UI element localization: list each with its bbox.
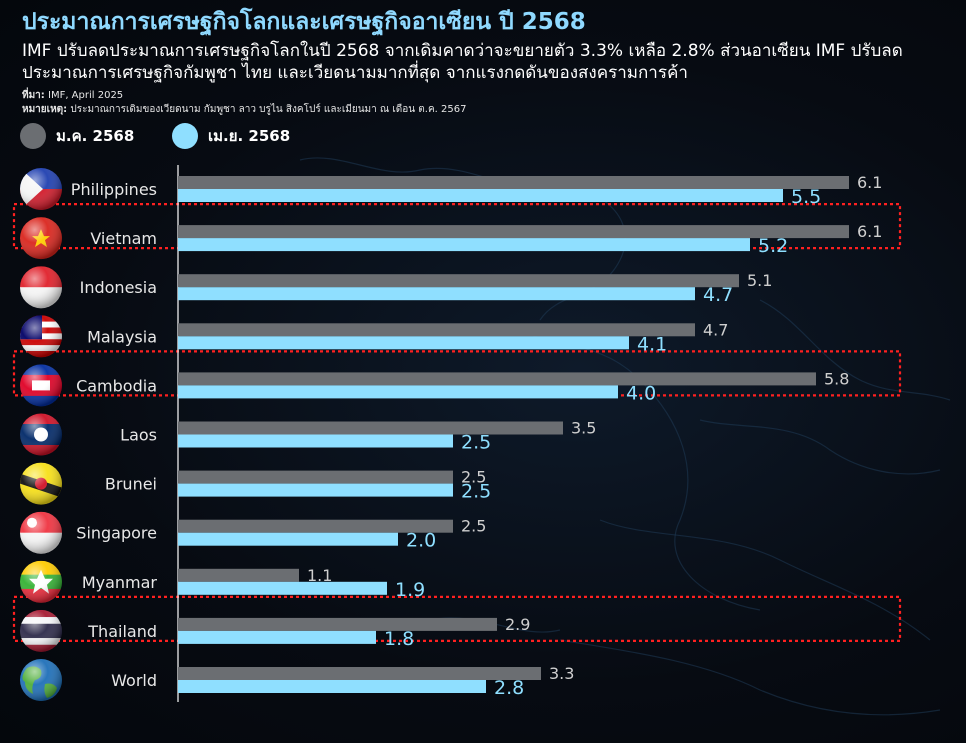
value-label-apr-brunei: 2.5 bbox=[461, 481, 491, 503]
value-label-apr-indonesia: 4.7 bbox=[703, 284, 733, 306]
bar-jan-cambodia bbox=[178, 372, 816, 386]
flag-philippines-icon bbox=[20, 168, 62, 210]
value-label-apr-vietnam: 5.2 bbox=[758, 235, 788, 257]
flag-world-icon bbox=[20, 659, 62, 701]
note-label: หมายเหตุ: bbox=[22, 104, 68, 115]
bar-jan-indonesia bbox=[178, 274, 739, 288]
value-label-apr-thailand: 1.8 bbox=[384, 628, 414, 650]
category-label-brunei: Brunei bbox=[105, 475, 157, 494]
value-label-apr-singapore: 2.0 bbox=[406, 530, 436, 552]
flag-singapore-icon bbox=[20, 511, 62, 554]
category-label-singapore: Singapore bbox=[76, 524, 157, 543]
flag-laos-icon bbox=[20, 413, 62, 456]
flag-thailand-icon bbox=[20, 609, 62, 652]
source-line: ที่มา: IMF, April 2025 bbox=[22, 88, 123, 103]
legend-label-jan: ม.ค. 2568 bbox=[56, 127, 135, 145]
bar-apr-philippines bbox=[178, 189, 783, 202]
bar-jan-world bbox=[178, 667, 541, 680]
value-label-jan-brunei: 2.5 bbox=[461, 468, 486, 487]
value-label-apr-world: 2.8 bbox=[494, 677, 524, 699]
category-label-cambodia: Cambodia bbox=[76, 376, 157, 395]
flag-brunei-icon bbox=[20, 462, 62, 505]
bar-apr-world bbox=[178, 680, 486, 693]
flag-vietnam-icon bbox=[20, 217, 62, 260]
value-label-jan-singapore: 2.5 bbox=[461, 517, 486, 536]
note-line: หมายเหตุ: ประมาณการเดิมของเวียดนาม กัมพู… bbox=[22, 102, 466, 117]
highlight-box-thailand bbox=[12, 595, 902, 643]
category-label-laos: Laos bbox=[120, 426, 157, 445]
bar-apr-cambodia bbox=[178, 385, 618, 399]
legend-item-apr: เม.ย. 2568 bbox=[172, 122, 290, 150]
category-label-malaysia: Malaysia bbox=[87, 327, 157, 346]
bar-jan-laos bbox=[178, 421, 563, 435]
category-label-myanmar: Myanmar bbox=[82, 573, 158, 592]
category-label-thailand: Thailand bbox=[87, 622, 157, 641]
category-label-philippines: Philippines bbox=[71, 180, 157, 199]
bar-jan-myanmar bbox=[178, 568, 299, 582]
value-label-apr-cambodia: 4.0 bbox=[626, 382, 656, 404]
note-text: ประมาณการเดิมของเวียดนาม กัมพูชา ลาว บรู… bbox=[70, 104, 467, 115]
bar-jan-brunei bbox=[178, 470, 453, 484]
flag-cambodia-icon bbox=[20, 364, 62, 407]
legend-swatch-apr bbox=[172, 123, 198, 149]
value-label-apr-philippines: 5.5 bbox=[791, 186, 821, 208]
value-label-jan-philippines: 6.1 bbox=[857, 173, 882, 192]
bar-apr-indonesia bbox=[178, 287, 695, 301]
value-label-jan-indonesia: 5.1 bbox=[747, 271, 772, 290]
bar-apr-malaysia bbox=[178, 336, 629, 350]
value-label-jan-laos: 3.5 bbox=[571, 419, 596, 438]
value-label-jan-world: 3.3 bbox=[549, 664, 574, 683]
source-label: ที่มา: bbox=[22, 90, 45, 101]
highlight-box-cambodia bbox=[12, 350, 902, 397]
bar-jan-singapore bbox=[178, 519, 453, 533]
value-label-jan-vietnam: 6.1 bbox=[857, 222, 882, 241]
category-label-indonesia: Indonesia bbox=[80, 278, 157, 297]
bar-apr-myanmar bbox=[178, 581, 387, 595]
source-text: IMF, April 2025 bbox=[48, 90, 124, 101]
bar-jan-philippines bbox=[178, 176, 849, 189]
value-label-apr-malaysia: 4.1 bbox=[637, 333, 667, 355]
bar-jan-vietnam bbox=[178, 225, 849, 239]
bar-jan-thailand bbox=[178, 617, 497, 631]
value-label-apr-myanmar: 1.9 bbox=[395, 579, 425, 601]
highlight-box-vietnam bbox=[12, 203, 902, 250]
legend-label-apr: เม.ย. 2568 bbox=[208, 127, 291, 145]
flag-malaysia-icon bbox=[20, 315, 62, 358]
value-label-apr-laos: 2.5 bbox=[461, 432, 491, 454]
category-label-world: World bbox=[111, 671, 157, 690]
chart-subtitle: IMF ปรับลดประมาณการเศรษฐกิจโลกในปี 2568 … bbox=[22, 41, 903, 83]
value-label-jan-thailand: 2.9 bbox=[505, 615, 530, 634]
flag-myanmar-icon bbox=[20, 560, 62, 603]
legend-swatch-jan bbox=[20, 123, 46, 149]
bar-apr-brunei bbox=[178, 483, 453, 497]
value-label-jan-cambodia: 5.8 bbox=[824, 369, 849, 388]
bar-apr-laos bbox=[178, 434, 453, 448]
bar-apr-vietnam bbox=[178, 238, 750, 252]
chart-title: ประมาณการเศรษฐกิจโลกและเศรษฐกิจอาเซียน ป… bbox=[22, 9, 586, 35]
value-label-jan-malaysia: 4.7 bbox=[703, 320, 728, 339]
category-label-vietnam: Vietnam bbox=[90, 229, 157, 248]
bar-jan-malaysia bbox=[178, 323, 695, 337]
bar-apr-singapore bbox=[178, 532, 398, 546]
legend-item-jan: ม.ค. 2568 bbox=[20, 122, 134, 150]
flag-indonesia-icon bbox=[20, 266, 62, 309]
bar-apr-thailand bbox=[178, 630, 376, 644]
value-label-jan-myanmar: 1.1 bbox=[307, 566, 332, 585]
